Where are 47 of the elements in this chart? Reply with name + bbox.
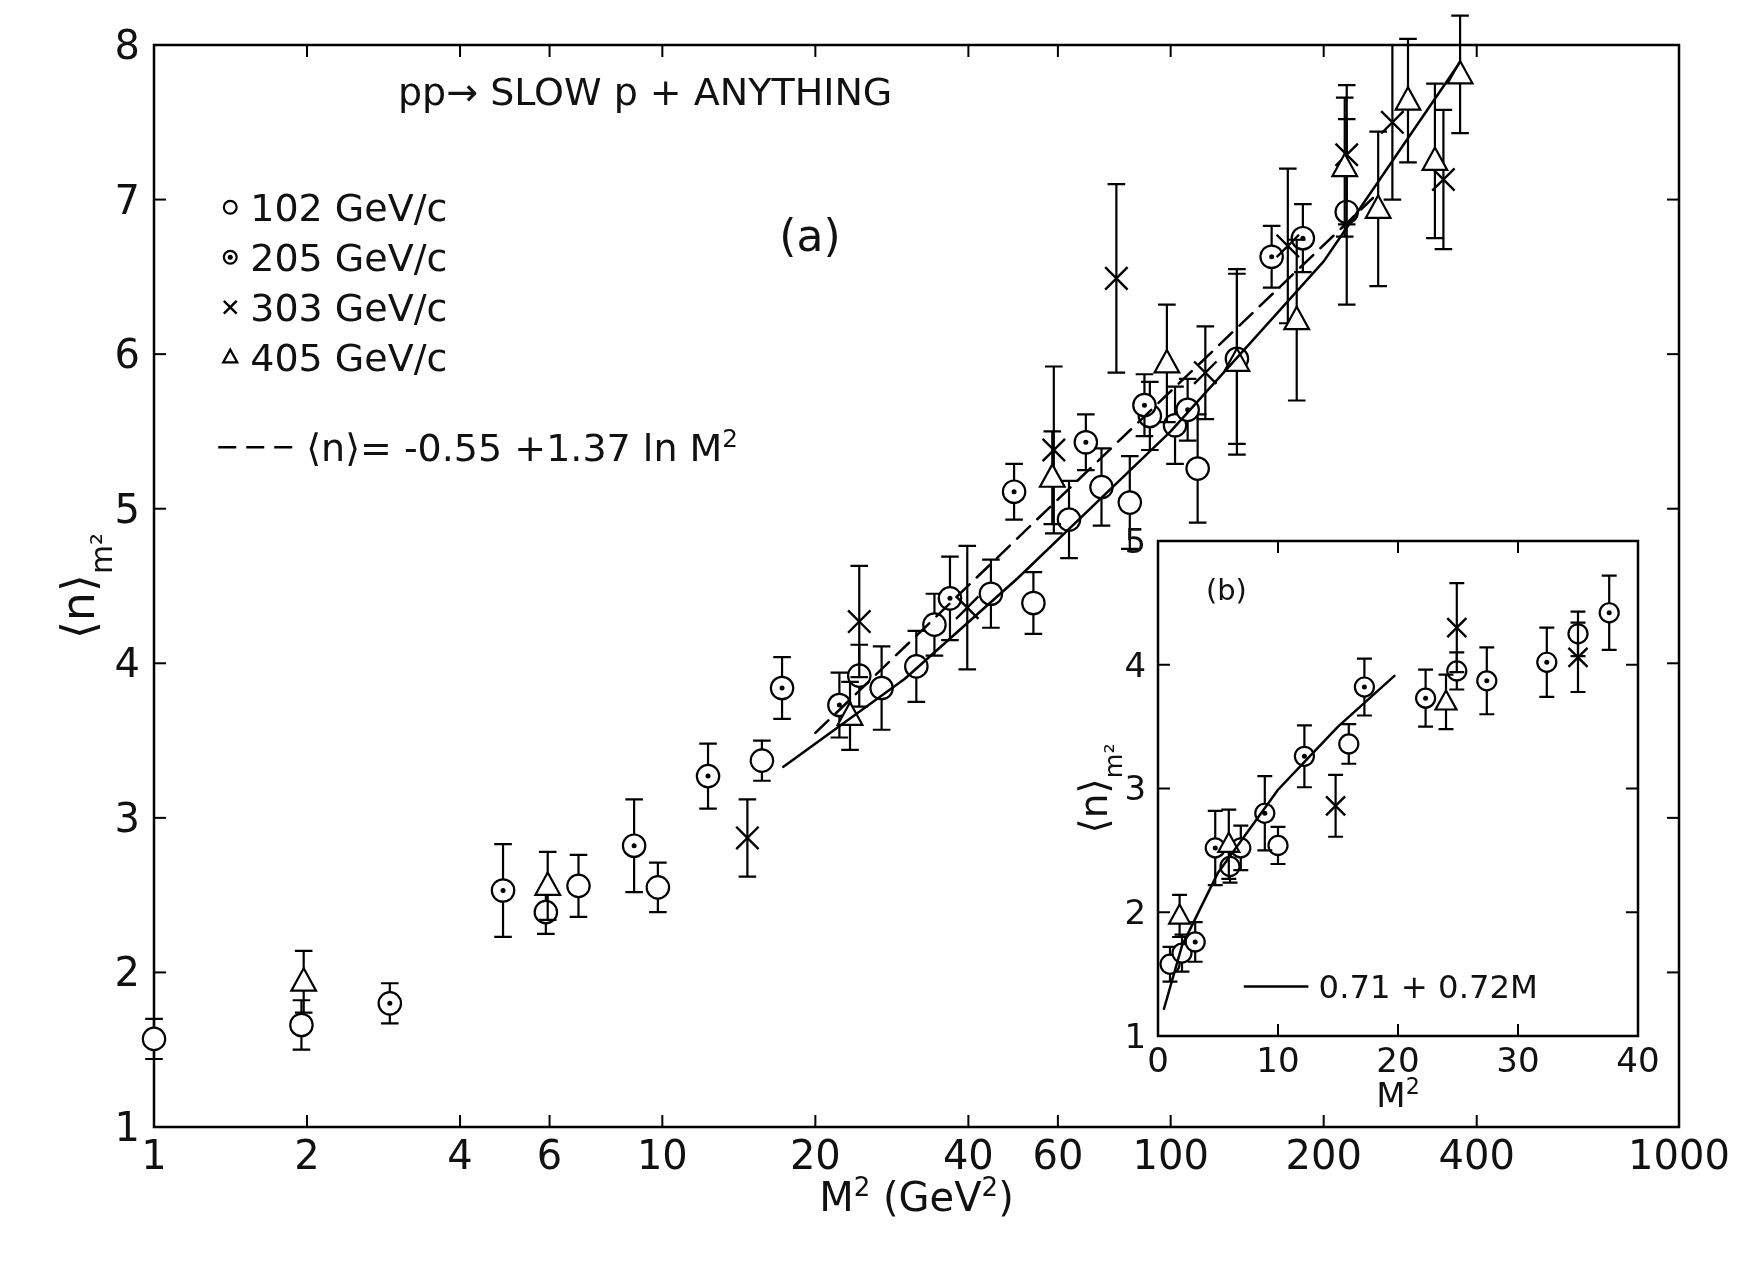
- annotation: (a): [779, 209, 841, 261]
- x-tick-label: 200: [1285, 1132, 1362, 1178]
- point: [1434, 689, 1458, 711]
- point: [1324, 795, 1347, 817]
- point: [1414, 687, 1437, 709]
- point: [1267, 834, 1289, 857]
- legend-label: 102 GeV/c: [250, 185, 448, 230]
- point: [1567, 646, 1589, 669]
- annotation: (b): [1206, 573, 1247, 608]
- y-tick-label: 2: [114, 949, 140, 996]
- y-tick-label: 8: [114, 22, 140, 68]
- point: [1217, 831, 1241, 853]
- legend-label: 205 GeV/c: [250, 235, 448, 280]
- point: [1338, 733, 1360, 755]
- legend-label: 0.71 + 0.72M: [1318, 967, 1538, 1006]
- point: [1476, 670, 1498, 692]
- y-tick-label: 5: [114, 485, 140, 532]
- point: [1536, 651, 1558, 673]
- x-tick-label: 2: [294, 1132, 320, 1178]
- legend-label: 405 GeV/c: [250, 335, 448, 380]
- y-tick-label: 4: [1124, 644, 1147, 685]
- x-tick-label: 400: [1438, 1132, 1515, 1178]
- point: [1353, 676, 1376, 698]
- point: [1168, 903, 1192, 925]
- x-tick-label: 1000: [1628, 1132, 1730, 1178]
- legend-label: 303 GeV/c: [250, 285, 448, 330]
- y-tick-label: 3: [114, 794, 140, 841]
- x-tick-label: 4: [447, 1132, 473, 1178]
- y-tick-label: 1: [114, 1104, 140, 1150]
- x-tick-label: 60: [1032, 1132, 1084, 1178]
- y-tick-label: 7: [114, 176, 140, 223]
- x-tick-label: 40: [1616, 1039, 1660, 1080]
- point: [1184, 931, 1206, 953]
- y-tick-label: 6: [114, 331, 140, 378]
- point: [1598, 602, 1620, 624]
- x-tick-label: 10: [636, 1132, 688, 1178]
- y-tick-label: 3: [1124, 768, 1147, 809]
- text: pp→ SLOW p + ANYTHING: [398, 70, 893, 114]
- x-tick-label: 100: [1132, 1132, 1209, 1178]
- y-tick-label: 2: [1124, 892, 1147, 933]
- legend-label: ⟨n⟩= -0.55 +1.37 ln M$^{2}$: [306, 423, 739, 470]
- y-tick-label: 4: [114, 640, 140, 687]
- x-tick-label: 6: [536, 1132, 563, 1178]
- x-tick-label: 10: [1256, 1039, 1300, 1080]
- x-tick-label: 0: [1147, 1039, 1169, 1080]
- point: [1446, 616, 1468, 639]
- x-tick-label: 30: [1496, 1039, 1540, 1080]
